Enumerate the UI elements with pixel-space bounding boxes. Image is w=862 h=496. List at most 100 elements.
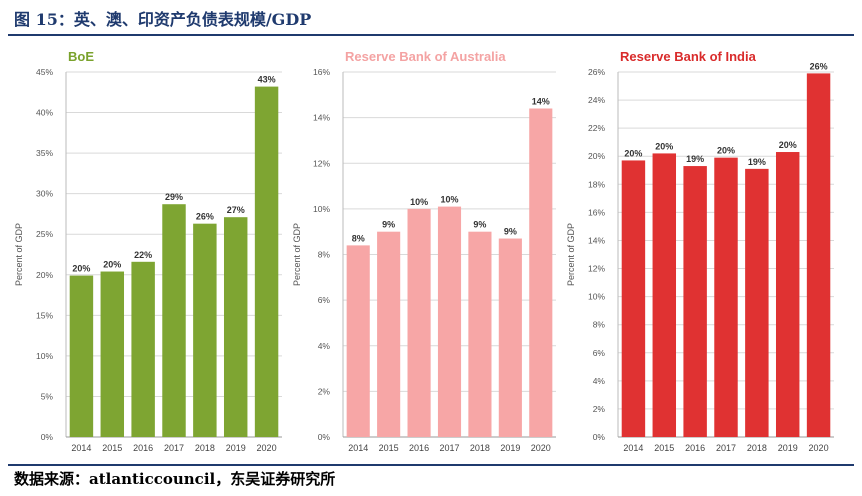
chart3-y-tick-label: 10% [588,292,605,302]
chart3-x-tick-label: 2015 [654,443,674,453]
chart3-bar [683,166,707,438]
chart3-y-tick-label: 18% [588,179,605,189]
chart3-data-label: 20% [655,141,673,151]
chart3-bar [775,152,800,437]
figure-title: 图 15：英、澳、印资产负债表规模/GDP [14,10,312,29]
chart3-bar [806,73,831,438]
chart3-x-tick-label: 2019 [778,443,798,453]
title-rule [8,34,854,36]
chart1-bar [69,275,94,437]
chart2-bar [498,238,522,437]
chart3-y-tick-label: 0% [593,432,606,442]
chart3-title: Reserve Bank of India [620,49,757,64]
chart3-y-tick-label: 12% [588,264,605,274]
chart2-data-label: 10% [440,195,458,205]
chart1-bar [254,86,279,437]
chart2-bar [437,206,462,437]
chart2-y-tick-label: 6% [318,295,331,305]
chart1-x-tick-label: 2015 [102,443,122,453]
chart2-x-tick-label: 2017 [439,443,459,453]
chart2-bar [377,231,401,437]
chart2-data-label: 9% [504,227,517,237]
chart3-bar [745,168,769,437]
chart1-y-tick-label: 30% [36,189,53,199]
chart3-bar [714,157,738,437]
source-note: 数据来源：atlanticcouncil，东吴证券研究所 [14,470,336,488]
source-rule [8,464,854,466]
chart2-y-tick-label: 14% [313,113,330,123]
chart2-y-tick-label: 10% [313,204,330,214]
chart2-data-label: 10% [410,197,428,207]
chart2-y-tick-label: 8% [318,250,331,260]
chart3-bar [621,160,646,437]
chart2-y-tick-label: 0% [318,432,331,442]
chart1-data-label: 20% [103,260,121,270]
chart1-y-tick-label: 10% [36,351,53,361]
chart3-data-label: 19% [748,157,766,167]
chart1-y-tick-label: 15% [36,310,53,320]
chart1-y-axis-label: Percent of GDP [14,223,24,286]
chart1-bar [100,271,125,437]
chart1-data-label: 43% [258,75,276,85]
chart3-y-tick-label: 6% [593,348,606,358]
chart2-bar [407,208,431,437]
chart3-y-tick-label: 14% [588,235,605,245]
chart1-x-tick-label: 2019 [226,443,246,453]
chart3-data-label: 19% [686,154,704,164]
chart3-x-tick-label: 2016 [685,443,705,453]
chart3-y-tick-label: 8% [593,320,606,330]
chart1-x-tick-label: 2016 [133,443,153,453]
chart3-y-axis-label: Percent of GDP [566,223,576,286]
chart1-x-tick-label: 2017 [164,443,184,453]
chart2-x-tick-label: 2015 [379,443,399,453]
chart2-x-tick-label: 2016 [409,443,429,453]
chart2-x-tick-label: 2019 [500,443,520,453]
chart2-bar [529,108,553,437]
chart3-data-label: 20% [779,140,797,150]
chart2-y-tick-label: 12% [313,158,330,168]
chart1-bar [223,217,248,437]
chart2-x-tick-label: 2020 [531,443,551,453]
chart1-y-tick-label: 45% [36,67,53,77]
chart3-y-tick-label: 22% [588,123,605,133]
chart1-data-label: 29% [165,192,183,202]
chart2-y-tick-label: 4% [318,341,331,351]
chart2-y-tick-label: 16% [313,67,330,77]
chart3-x-tick-label: 2014 [623,443,643,453]
chart2-data-label: 14% [532,97,550,107]
chart1-y-tick-label: 0% [41,432,54,442]
chart3-data-label: 20% [717,146,735,156]
chart2-data-label: 9% [473,220,486,230]
chart3-y-tick-label: 26% [588,67,605,77]
chart1-bar [193,223,217,437]
chart2-bar [346,245,370,437]
chart1-bar [131,261,155,437]
chart3-y-tick-label: 2% [593,404,606,414]
chart1-y-tick-label: 5% [41,391,54,401]
chart2-data-label: 8% [352,233,365,243]
chart1-x-tick-label: 2018 [195,443,215,453]
chart3-bar [652,153,677,437]
chart3-x-tick-label: 2017 [716,443,736,453]
chart1-data-label: 22% [134,250,152,260]
chart1-data-label: 20% [72,264,90,274]
chart3-data-label: 26% [810,61,828,71]
chart2-x-tick-label: 2014 [348,443,368,453]
chart2-bar [468,231,492,437]
chart1-data-label: 27% [227,205,245,215]
chart1-x-tick-label: 2020 [257,443,277,453]
chart3-data-label: 20% [624,148,642,158]
chart1-y-tick-label: 35% [36,148,53,158]
chart3-y-tick-label: 4% [593,376,606,386]
chart3-x-tick-label: 2020 [809,443,829,453]
chart1-y-tick-label: 40% [36,108,53,118]
chart2-data-label: 9% [382,220,395,230]
chart1-bar [162,204,186,437]
chart3-y-tick-label: 24% [588,95,605,105]
chart2-title: Reserve Bank of Australia [345,49,506,64]
chart2-y-tick-label: 2% [318,386,331,396]
chart1-x-tick-label: 2014 [71,443,91,453]
chart2-y-axis-label: Percent of GDP [292,223,302,286]
chart1-y-tick-label: 20% [36,270,53,280]
